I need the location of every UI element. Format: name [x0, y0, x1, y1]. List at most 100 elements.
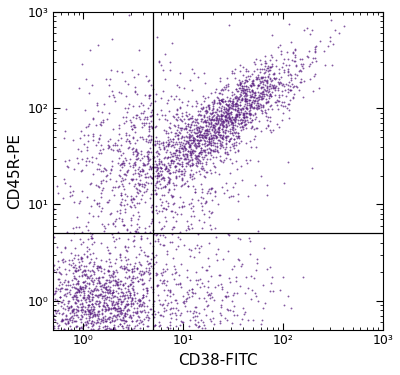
Point: [70, 281, 76, 287]
Point: [245, 285, 251, 291]
Point: [113, 314, 120, 320]
Point: [208, 135, 215, 141]
Point: [253, 102, 259, 108]
Point: [195, 129, 201, 135]
Point: [171, 114, 177, 120]
Point: [72, 276, 79, 282]
Point: [222, 105, 229, 111]
Point: [153, 191, 159, 197]
Point: [210, 138, 216, 144]
Point: [198, 101, 204, 107]
Point: [262, 53, 268, 59]
Point: [275, 124, 282, 130]
Point: [197, 124, 204, 130]
Point: [208, 121, 215, 127]
Point: [209, 126, 216, 132]
Point: [198, 200, 204, 206]
Point: [112, 260, 118, 266]
Point: [229, 92, 235, 98]
Point: [207, 149, 213, 155]
Point: [137, 110, 144, 116]
Point: [185, 139, 192, 145]
Point: [181, 116, 188, 122]
Point: [123, 324, 129, 330]
Point: [100, 319, 106, 325]
Point: [208, 90, 214, 96]
Point: [140, 294, 147, 300]
Point: [289, 57, 295, 63]
Point: [84, 219, 91, 225]
Point: [170, 224, 176, 230]
Point: [190, 118, 196, 124]
Point: [206, 105, 212, 111]
Point: [89, 301, 95, 307]
Point: [90, 116, 96, 122]
Point: [102, 296, 108, 302]
Point: [91, 278, 97, 284]
Point: [110, 287, 116, 293]
Point: [86, 314, 93, 320]
Point: [199, 166, 205, 172]
Point: [130, 275, 136, 281]
Point: [152, 322, 158, 328]
Point: [171, 224, 177, 230]
Point: [224, 151, 231, 157]
Point: [174, 82, 181, 88]
Point: [116, 122, 122, 128]
Point: [104, 289, 111, 295]
Point: [79, 156, 85, 162]
Point: [196, 123, 203, 129]
Point: [138, 247, 144, 253]
Point: [107, 259, 114, 265]
Point: [307, 76, 314, 82]
Point: [87, 311, 94, 317]
Point: [91, 261, 98, 267]
Point: [239, 78, 246, 84]
Point: [144, 154, 151, 160]
Point: [201, 114, 207, 120]
Point: [127, 290, 134, 296]
Point: [99, 282, 105, 288]
Point: [164, 300, 171, 306]
Point: [210, 160, 216, 166]
Point: [146, 136, 153, 142]
Point: [263, 67, 269, 73]
Point: [118, 153, 124, 159]
Point: [176, 154, 183, 160]
Point: [211, 128, 218, 134]
Point: [286, 62, 292, 68]
Point: [272, 76, 278, 82]
Point: [138, 235, 145, 241]
Point: [94, 201, 100, 207]
Point: [50, 325, 57, 331]
Point: [172, 164, 178, 170]
Point: [208, 135, 214, 141]
Point: [95, 326, 102, 332]
Point: [153, 164, 160, 170]
Point: [262, 60, 268, 66]
Point: [243, 93, 250, 99]
Point: [67, 291, 73, 297]
Point: [271, 70, 278, 76]
Point: [74, 252, 81, 258]
Point: [219, 284, 225, 290]
Point: [104, 142, 111, 148]
Point: [216, 132, 222, 138]
Point: [237, 81, 244, 87]
Point: [250, 77, 256, 83]
Point: [177, 312, 184, 318]
Point: [156, 172, 163, 178]
Point: [216, 108, 223, 114]
Point: [94, 310, 100, 316]
Point: [128, 300, 134, 306]
Point: [189, 115, 196, 121]
Point: [63, 286, 70, 292]
Point: [117, 148, 123, 154]
Point: [117, 166, 123, 172]
Point: [254, 95, 260, 101]
Point: [101, 223, 107, 229]
Point: [138, 318, 145, 324]
Point: [126, 307, 133, 313]
Point: [267, 103, 274, 109]
Point: [229, 120, 235, 126]
